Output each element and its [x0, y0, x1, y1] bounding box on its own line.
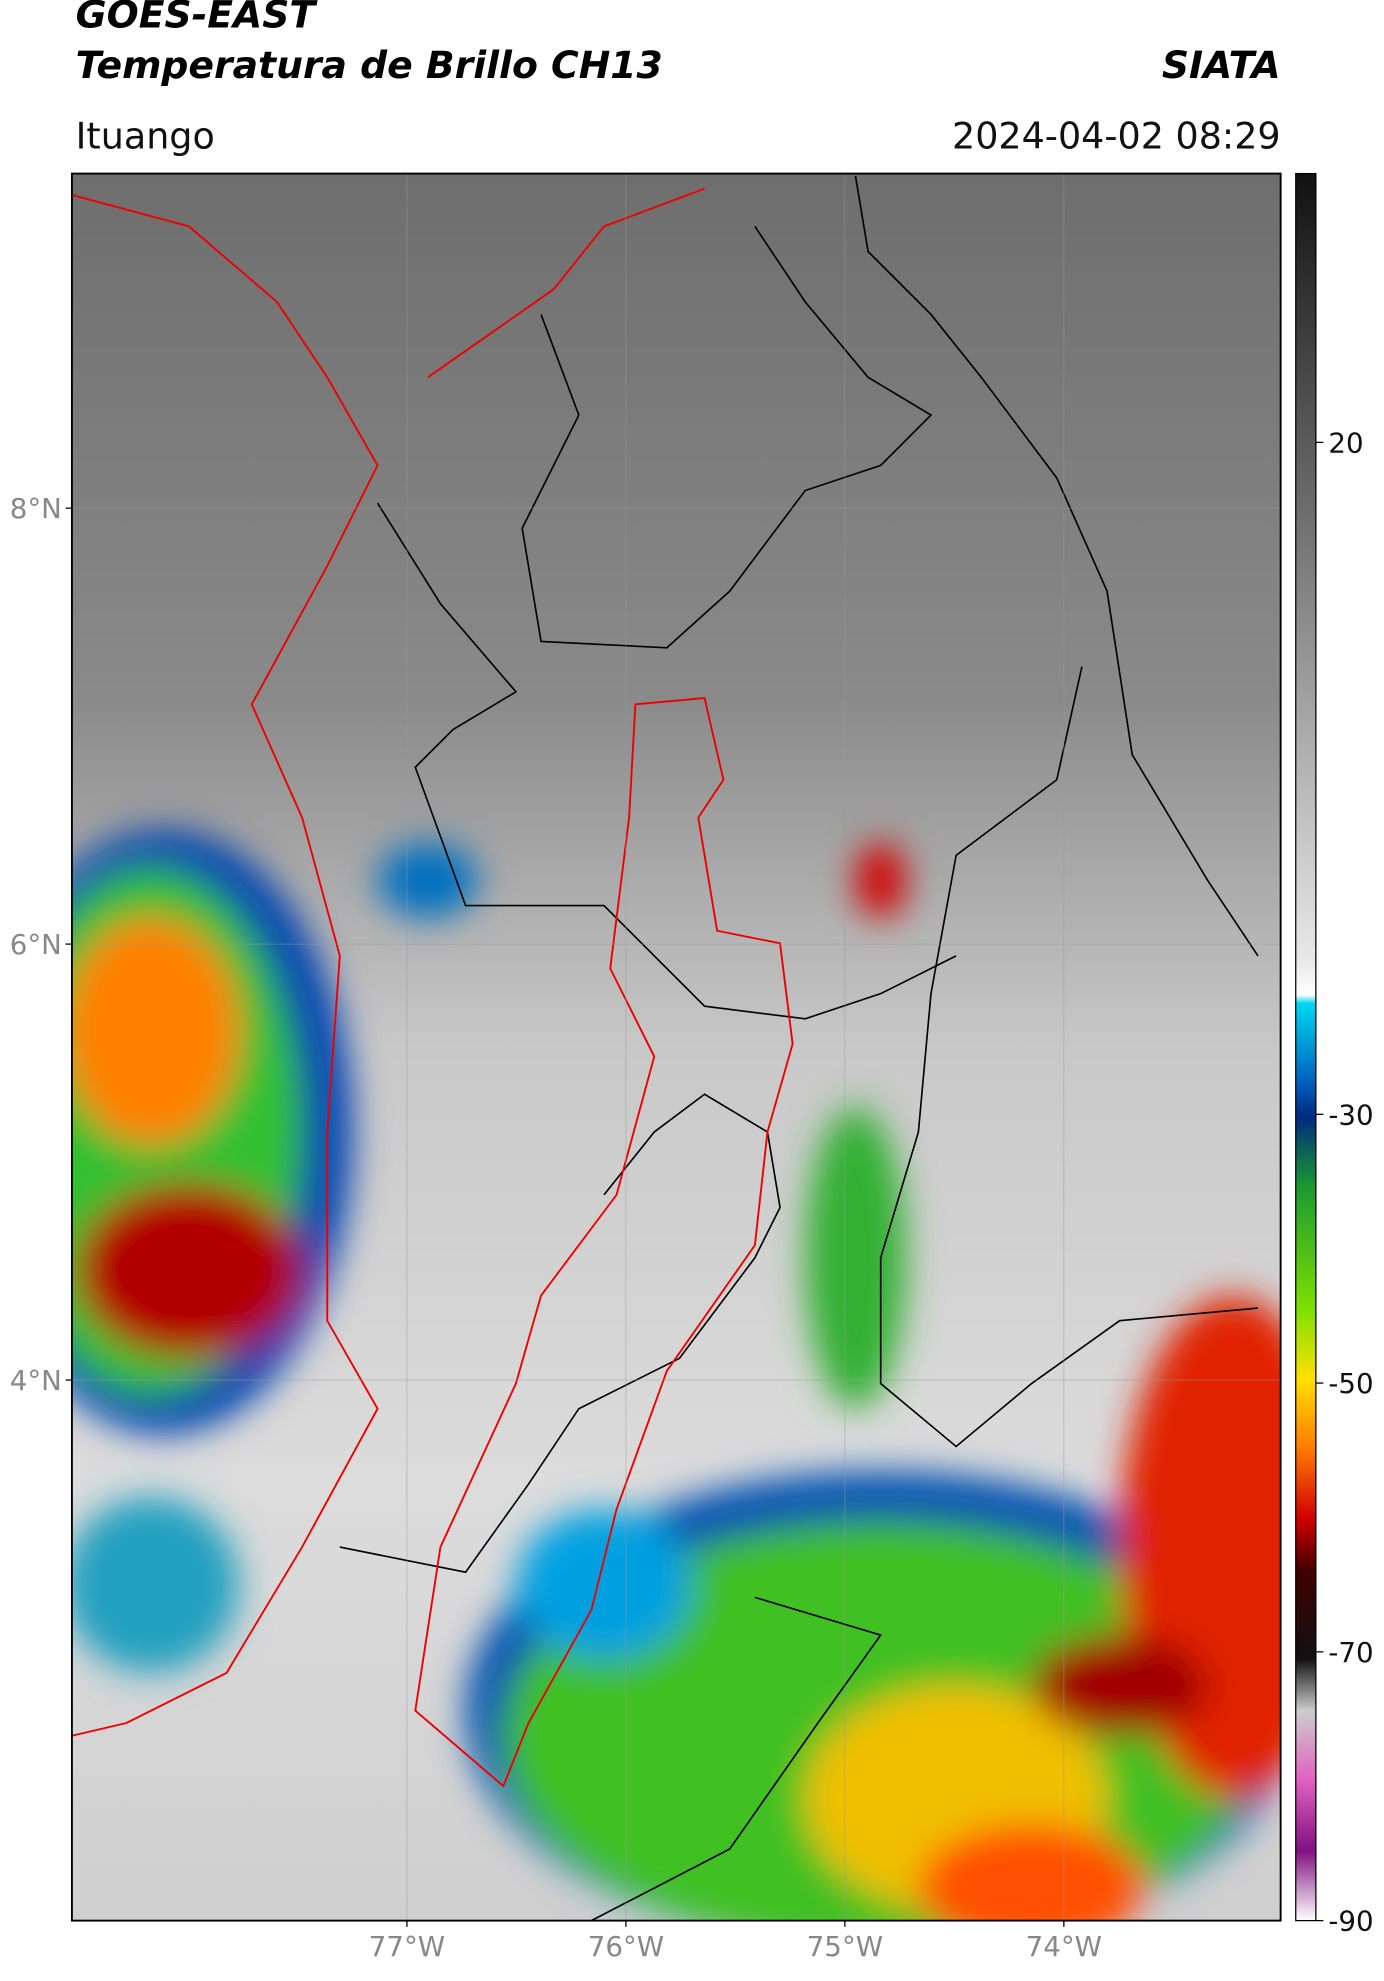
borders-red	[71, 187, 794, 1788]
lon-label: 74°W	[1026, 1930, 1102, 1963]
colorbar	[1295, 172, 1317, 1922]
geo-ticks: 8°N 6°N 4°N 77°W 76°W 75°W 74°W	[10, 492, 1102, 1963]
datetime: 2024-04-02 08:29	[952, 114, 1281, 157]
lat-label: 8°N	[10, 492, 62, 525]
colorbar-tick-label: 20	[1328, 426, 1363, 459]
cloud-tops	[71, 830, 1281, 1921]
region: Ituango	[76, 114, 215, 157]
colorbar-tick-label: -30	[1328, 1098, 1373, 1131]
borders	[339, 175, 1259, 1921]
map-frame	[70, 172, 1282, 1922]
graticule	[71, 173, 1281, 1921]
colorbar-tick-label: -70	[1328, 1636, 1373, 1669]
satellite-image	[71, 173, 1281, 1921]
organization: SIATA	[1162, 43, 1281, 87]
colorbar-ticks: 20 -30 -50 -70 -90	[1315, 426, 1374, 1938]
lon-label: 77°W	[369, 1930, 445, 1963]
lon-label: 76°W	[588, 1930, 664, 1963]
colorbar-tick-label: -90	[1328, 1905, 1373, 1938]
lon-label: 75°W	[807, 1930, 883, 1963]
lat-label: 4°N	[10, 1364, 62, 1397]
subtitle: Temperatura de Brillo CH13	[76, 43, 663, 87]
title: GOES-EAST	[76, 0, 319, 37]
colorbar-tick-label: -50	[1328, 1367, 1373, 1400]
lat-label: 6°N	[10, 928, 62, 961]
